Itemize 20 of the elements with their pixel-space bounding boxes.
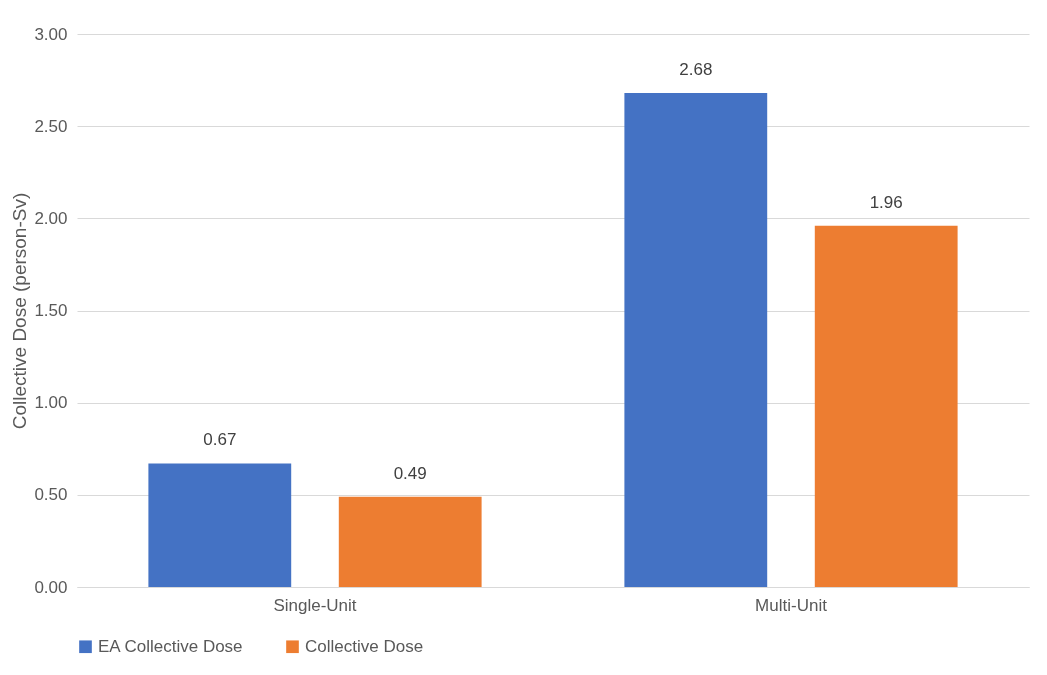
y-tick-label: 1.00	[34, 393, 68, 413]
y-tick-label: 0.50	[34, 485, 68, 505]
data-label: 1.96	[869, 192, 903, 212]
x-tick-label: Multi-Unit	[755, 595, 828, 615]
x-tick-label: Single-Unit	[273, 595, 357, 615]
bar	[338, 496, 482, 587]
data-label: 2.68	[679, 59, 713, 79]
y-tick-label: 0.00	[34, 577, 68, 597]
y-tick-label: 1.50	[34, 301, 68, 320]
data-label: 0.67	[203, 430, 237, 450]
data-label: 0.49	[393, 463, 427, 483]
y-axis-title: Collective Dose (person-Sv)	[9, 192, 31, 430]
bar	[814, 225, 958, 587]
legend-label: EA Collective Dose	[98, 636, 243, 656]
bar	[624, 92, 768, 587]
y-tick-label: 2.00	[34, 208, 68, 228]
legend-label: Collective Dose	[305, 636, 424, 656]
y-tick-label: 3.00	[34, 24, 68, 44]
bar	[148, 463, 292, 587]
y-tick-label: 2.50	[34, 116, 68, 136]
